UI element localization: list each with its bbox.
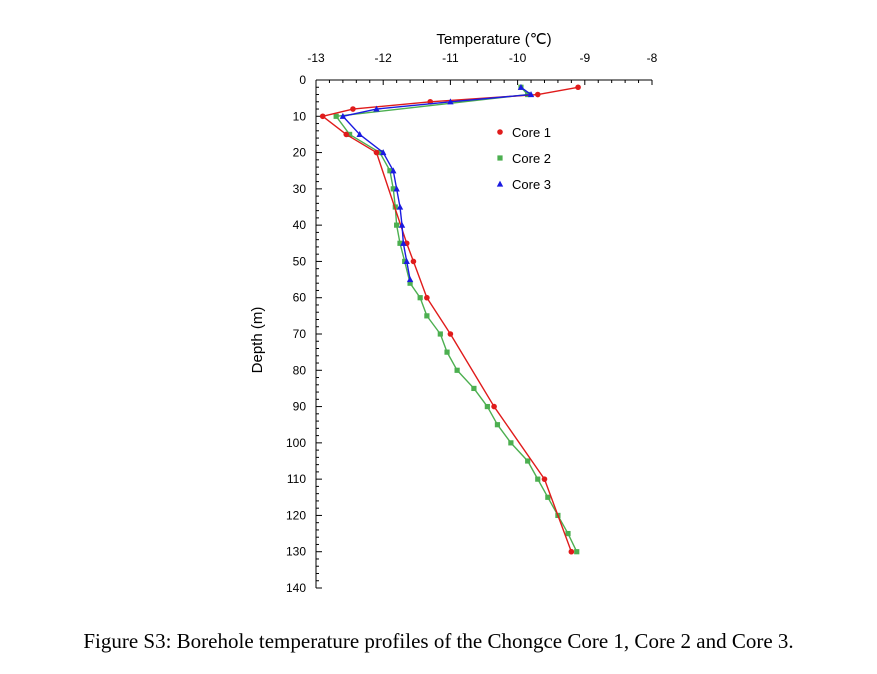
core-3-point xyxy=(403,258,410,265)
core-2-point xyxy=(377,149,383,156)
core-3-point xyxy=(339,112,347,119)
core-2-point xyxy=(574,549,580,555)
core-2-point xyxy=(424,313,430,319)
y-tick-label: 90 xyxy=(293,400,307,414)
core-2-point xyxy=(484,403,490,410)
x-tick-label: -8 xyxy=(647,51,658,65)
core-3-point xyxy=(406,276,414,283)
y-tick-label: 0 xyxy=(299,73,306,87)
core-2-point xyxy=(494,422,501,428)
y-axis-title: Depth (m) xyxy=(249,307,266,374)
core-3-point xyxy=(396,203,404,210)
core-2-point xyxy=(565,530,571,537)
core-2-point xyxy=(471,385,477,392)
legend-core-1-label: Core 1 xyxy=(512,125,551,140)
core-1-point xyxy=(424,294,430,301)
y-tick-label: 140 xyxy=(286,581,306,595)
core-3-point xyxy=(517,83,525,90)
core-2-point xyxy=(402,258,408,265)
core-2-point xyxy=(394,222,400,228)
y-tick-label: 80 xyxy=(293,363,307,377)
core-1-point xyxy=(410,258,417,265)
core-2-point xyxy=(545,494,551,500)
core-2-point xyxy=(454,367,460,373)
core-3-point xyxy=(390,167,397,174)
legend-core-3-label: Core 3 xyxy=(512,177,551,192)
core-3-point xyxy=(373,105,380,112)
core-3-point xyxy=(400,239,407,246)
y-tick-label: 60 xyxy=(293,291,307,305)
y-tick-label: 100 xyxy=(286,436,306,450)
core-2-point xyxy=(387,168,393,174)
x-tick-label: -9 xyxy=(579,51,590,65)
borehole-temperature-chart: -13 -12 -11 -10 -9 -8 0 10 20 30 40 50 60 70 80 90 100 11… xyxy=(249,31,658,595)
core-3-point xyxy=(356,131,363,138)
figure-caption: Figure S3: Borehole temperature profiles… xyxy=(83,629,794,653)
legend-core-2-marker xyxy=(497,155,503,161)
core-1-line xyxy=(322,86,579,552)
core-2-point xyxy=(407,280,413,286)
core-3-point xyxy=(447,98,454,105)
y-tick-label: 70 xyxy=(293,327,307,341)
core-2-point xyxy=(535,476,541,482)
core-1-point xyxy=(447,331,454,337)
core-1-point xyxy=(491,403,497,410)
y-tick-label: 50 xyxy=(293,254,307,268)
core-2-point xyxy=(525,458,531,464)
x-axis-title: Temperature (℃) xyxy=(436,31,551,48)
core-2-point xyxy=(333,113,339,119)
core-1-point xyxy=(373,149,380,156)
core-2-point xyxy=(437,331,443,337)
core-1-point xyxy=(343,131,350,138)
core-2-point xyxy=(508,440,514,446)
core-1-point xyxy=(534,91,541,98)
y-tick-label: 120 xyxy=(286,508,306,522)
core-1-point xyxy=(541,476,548,482)
core-1-point xyxy=(568,548,575,555)
core-1-point xyxy=(575,84,581,91)
y-tick-label: 40 xyxy=(293,218,307,232)
x-tick-label: -13 xyxy=(307,51,325,65)
core-2-point xyxy=(417,295,423,301)
core-1-point xyxy=(350,106,356,112)
core-3-point xyxy=(398,221,406,228)
core-3-point xyxy=(527,91,535,98)
x-tick-label: -10 xyxy=(509,51,527,65)
legend-core-2-label: Core 2 xyxy=(512,151,551,166)
y-tick-label: 130 xyxy=(286,545,306,559)
y-tick-label: 20 xyxy=(293,146,307,160)
core-3-point xyxy=(393,185,400,192)
core-2-point xyxy=(390,186,396,192)
core-2-point xyxy=(347,131,353,138)
x-tick-label: -11 xyxy=(442,51,459,65)
legend-core-1-marker xyxy=(497,129,503,135)
core-3-point xyxy=(380,149,387,156)
core-1-point xyxy=(319,113,326,120)
legend-core-3-marker xyxy=(496,180,504,187)
y-tick-label: 30 xyxy=(293,182,307,196)
y-tick-label: 110 xyxy=(287,472,306,486)
core-2-point xyxy=(444,349,450,355)
core-2-point xyxy=(397,240,403,246)
y-tick-label: 10 xyxy=(293,109,307,123)
x-tick-label: -12 xyxy=(375,51,393,65)
core-3-line xyxy=(342,86,532,280)
